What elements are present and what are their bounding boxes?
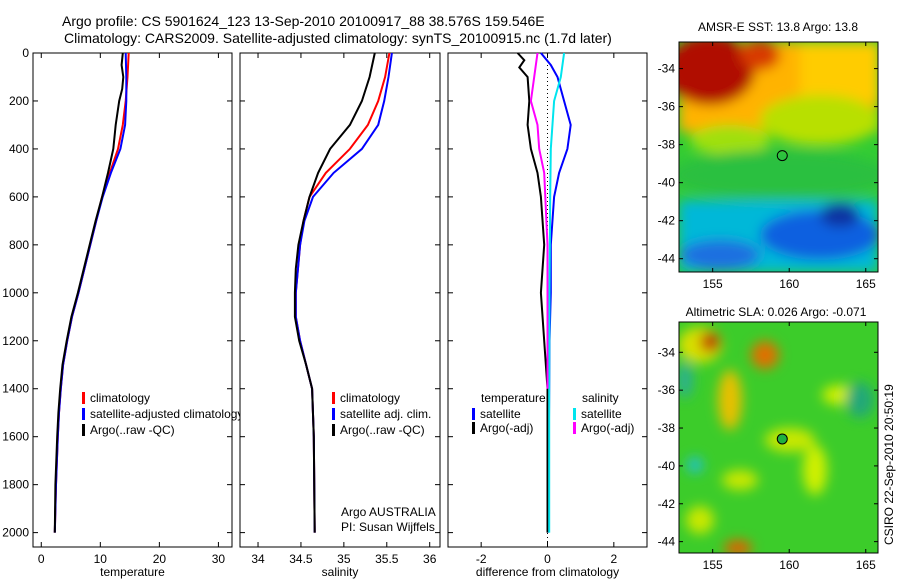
- title-line2: Climatology: CARS2009. Satellite-adjuste…: [64, 30, 612, 46]
- lat-tick-label: -44: [658, 535, 676, 549]
- y-tick-label: 1000: [2, 286, 29, 300]
- panel-temperature: 0 10 20 30 0 200 400 600 800 1000 1200 1400 1600 1800…: [2, 46, 243, 579]
- x-tick-label: 30: [212, 552, 226, 566]
- x-tick-label: 0: [544, 552, 551, 566]
- lat-tick-label: -40: [658, 176, 676, 190]
- y-tick-label: 1800: [2, 478, 29, 492]
- lon-tick-label: 160: [779, 277, 799, 291]
- x-tick-label: 36: [423, 552, 437, 566]
- legend-label: Argo(..raw -QC): [90, 423, 175, 437]
- legend-label: satellite: [581, 407, 622, 421]
- legend-label: climatology: [90, 391, 150, 405]
- x-tick-label: -2: [476, 552, 487, 566]
- series-line-temperature-argo-adj-: [516, 52, 549, 533]
- legend-label: Argo(-adj): [480, 421, 533, 435]
- lat-tick-label: -44: [658, 252, 676, 266]
- legend-label: satellite: [480, 407, 521, 421]
- y-tick-label: 600: [9, 190, 29, 204]
- lat-tick-label: -34: [658, 62, 676, 76]
- x-tick-label: 34: [251, 552, 265, 566]
- x-tick-label: 35: [337, 552, 351, 566]
- legend-label: climatology: [340, 391, 400, 405]
- legend-swatch: [332, 392, 335, 404]
- legend-title: salinity: [582, 391, 619, 405]
- x-tick-label: 10: [94, 552, 108, 566]
- lon-tick-label: 165: [856, 277, 876, 291]
- series-line-salinity-argo-adj-: [529, 52, 549, 389]
- lat-tick-label: -34: [658, 345, 676, 359]
- argo-location-marker: [776, 433, 788, 445]
- legend-swatch: [82, 392, 85, 404]
- y-tick-label: 1600: [2, 430, 29, 444]
- legend-swatch: [332, 408, 335, 420]
- legend-swatch: [472, 408, 475, 420]
- argo-location-marker: [776, 150, 788, 162]
- y-tick-label: 1400: [2, 382, 29, 396]
- legend-label: satellite adj. clim.: [340, 407, 431, 421]
- annotation-text: Argo AUSTRALIA: [341, 505, 436, 519]
- x-tick-label: 2: [610, 552, 617, 566]
- lat-tick-label: -38: [658, 138, 676, 152]
- legend-swatch: [573, 422, 576, 434]
- legend-swatch: [573, 408, 576, 420]
- legend-swatch: [332, 424, 335, 436]
- y-tick-label: 2000: [2, 526, 29, 540]
- sst-map-title: AMSR-E SST: 13.8 Argo: 13.8: [698, 20, 858, 34]
- x-axis-label: temperature: [100, 565, 165, 579]
- lat-tick-label: -38: [658, 421, 676, 435]
- x-tick-label: 34.5: [289, 552, 313, 566]
- x-tick-label: 20: [153, 552, 167, 566]
- legend-title: temperature: [481, 391, 546, 405]
- series-line-salinity-satellite: [548, 52, 566, 533]
- y-tick-label: 0: [22, 46, 29, 60]
- y-tick-label: 800: [9, 238, 29, 252]
- x-tick-label: 0: [38, 552, 45, 566]
- lat-tick-label: -36: [658, 100, 676, 114]
- legend-swatch: [472, 422, 475, 434]
- legend-swatch: [82, 408, 85, 420]
- sla-map-title: Altimetric SLA: 0.026 Argo: -0.071: [686, 305, 867, 319]
- series-line-argo-raw-qc-: [53, 52, 125, 533]
- plot-area: [239, 52, 441, 548]
- lat-tick-label: -42: [658, 214, 676, 228]
- x-axis-label: salinity: [322, 565, 359, 579]
- panel-salinity: 34 34.5 35 35.5 36 salinity climatology satelli…: [239, 52, 441, 579]
- x-tick-label: 35.5: [375, 552, 399, 566]
- lat-tick-label: -40: [658, 459, 676, 473]
- lon-tick-label: 165: [856, 558, 876, 572]
- y-tick-label: 1200: [2, 334, 29, 348]
- sst-map: AMSR-E SST: 13.8 Argo: 13.8 155 160 165 -34…: [658, 20, 879, 291]
- title-line1: Argo profile: CS 5901624_123 13-Sep-2010…: [62, 13, 545, 29]
- annotation-text: PI: Susan Wijffels: [341, 520, 435, 534]
- sla-map: Altimetric SLA: 0.026 Argo: -0.071 155: [658, 305, 879, 572]
- lat-tick-label: -42: [658, 497, 676, 511]
- legend-swatch: [82, 424, 85, 436]
- lat-tick-label: -36: [658, 383, 676, 397]
- legend-label: Argo(-adj): [581, 421, 634, 435]
- lon-tick-label: 160: [779, 558, 799, 572]
- lon-tick-label: 155: [703, 558, 723, 572]
- lon-tick-label: 155: [703, 277, 723, 291]
- y-tick-label: 400: [9, 142, 29, 156]
- legend-label: Argo(..raw -QC): [340, 423, 425, 437]
- footer-timestamp: CSIRO 22-Sep-2010 20:50:19: [882, 384, 896, 545]
- y-tick-label: 200: [9, 94, 29, 108]
- series-line-argo-raw-qc-: [293, 52, 376, 533]
- x-axis-label: difference from climatology: [476, 565, 619, 579]
- plot-area: [32, 52, 233, 548]
- legend-label: satellite-adjusted climatology: [90, 407, 243, 421]
